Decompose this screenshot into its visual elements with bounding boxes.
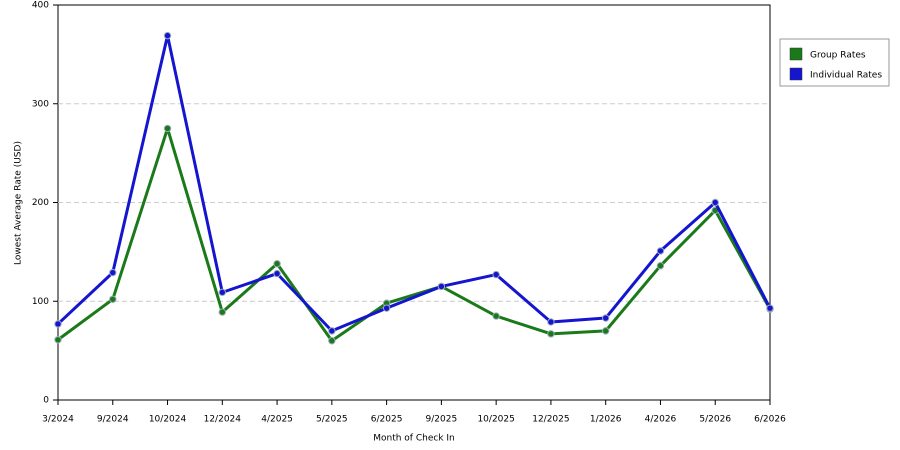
x-tick-label: 6/2025	[371, 415, 403, 425]
legend-swatch	[789, 67, 803, 81]
x-tick-label: 4/2025	[261, 415, 293, 425]
data-point	[328, 337, 336, 345]
x-tick-label: 12/2024	[204, 415, 242, 425]
data-point	[492, 312, 500, 320]
legend-label: Group Rates	[810, 51, 866, 61]
data-point	[656, 262, 665, 270]
data-point	[163, 124, 172, 133]
x-tick-label: 5/2025	[316, 415, 348, 425]
data-point	[547, 318, 555, 326]
data-point	[163, 31, 172, 40]
x-tick-label: 6/2026	[754, 415, 786, 425]
y-tick-label: 400	[32, 1, 49, 11]
data-point	[437, 282, 446, 291]
data-point	[273, 260, 281, 268]
data-point	[218, 288, 227, 297]
x-tick-label: 4/2026	[645, 415, 677, 425]
x-tick-label: 10/2024	[149, 415, 187, 425]
y-tick-label: 0	[43, 396, 49, 406]
y-tick-label: 100	[32, 297, 49, 307]
data-point	[601, 327, 610, 335]
data-point	[601, 314, 610, 322]
data-point	[328, 327, 336, 335]
legend: Group Rates Individual Rates	[779, 38, 890, 87]
legend-label: Individual Rates	[810, 71, 882, 81]
y-tick-label: 300	[32, 99, 49, 109]
x-tick-label: 1/2026	[590, 415, 622, 425]
series-line	[57, 126, 772, 343]
data-point	[711, 198, 719, 207]
x-tick-label: 5/2026	[699, 415, 731, 425]
data-point	[54, 320, 62, 328]
x-tick-label: 12/2025	[532, 415, 569, 425]
data-point	[109, 295, 117, 303]
data-point	[656, 247, 665, 255]
x-tick-label: 9/2025	[426, 415, 458, 425]
legend-box	[779, 38, 890, 87]
x-tick-label: 9/2024	[97, 415, 129, 425]
data-point	[492, 270, 500, 279]
x-tick-label: 3/2024	[42, 415, 74, 425]
data-point	[547, 330, 555, 338]
y-axis-label: Lowest Average Rate (USD)	[14, 141, 24, 265]
data-point	[54, 336, 62, 344]
y-tick-label: 200	[32, 198, 49, 208]
data-point	[382, 304, 391, 312]
data-point	[109, 268, 117, 277]
x-tick-label: 10/2025	[477, 415, 514, 425]
series-line	[56, 34, 772, 333]
data-point	[273, 269, 281, 278]
data-point	[218, 308, 227, 316]
legend-swatch	[789, 47, 803, 61]
x-axis-label: Month of Check In	[373, 434, 455, 444]
data-point	[766, 304, 774, 312]
